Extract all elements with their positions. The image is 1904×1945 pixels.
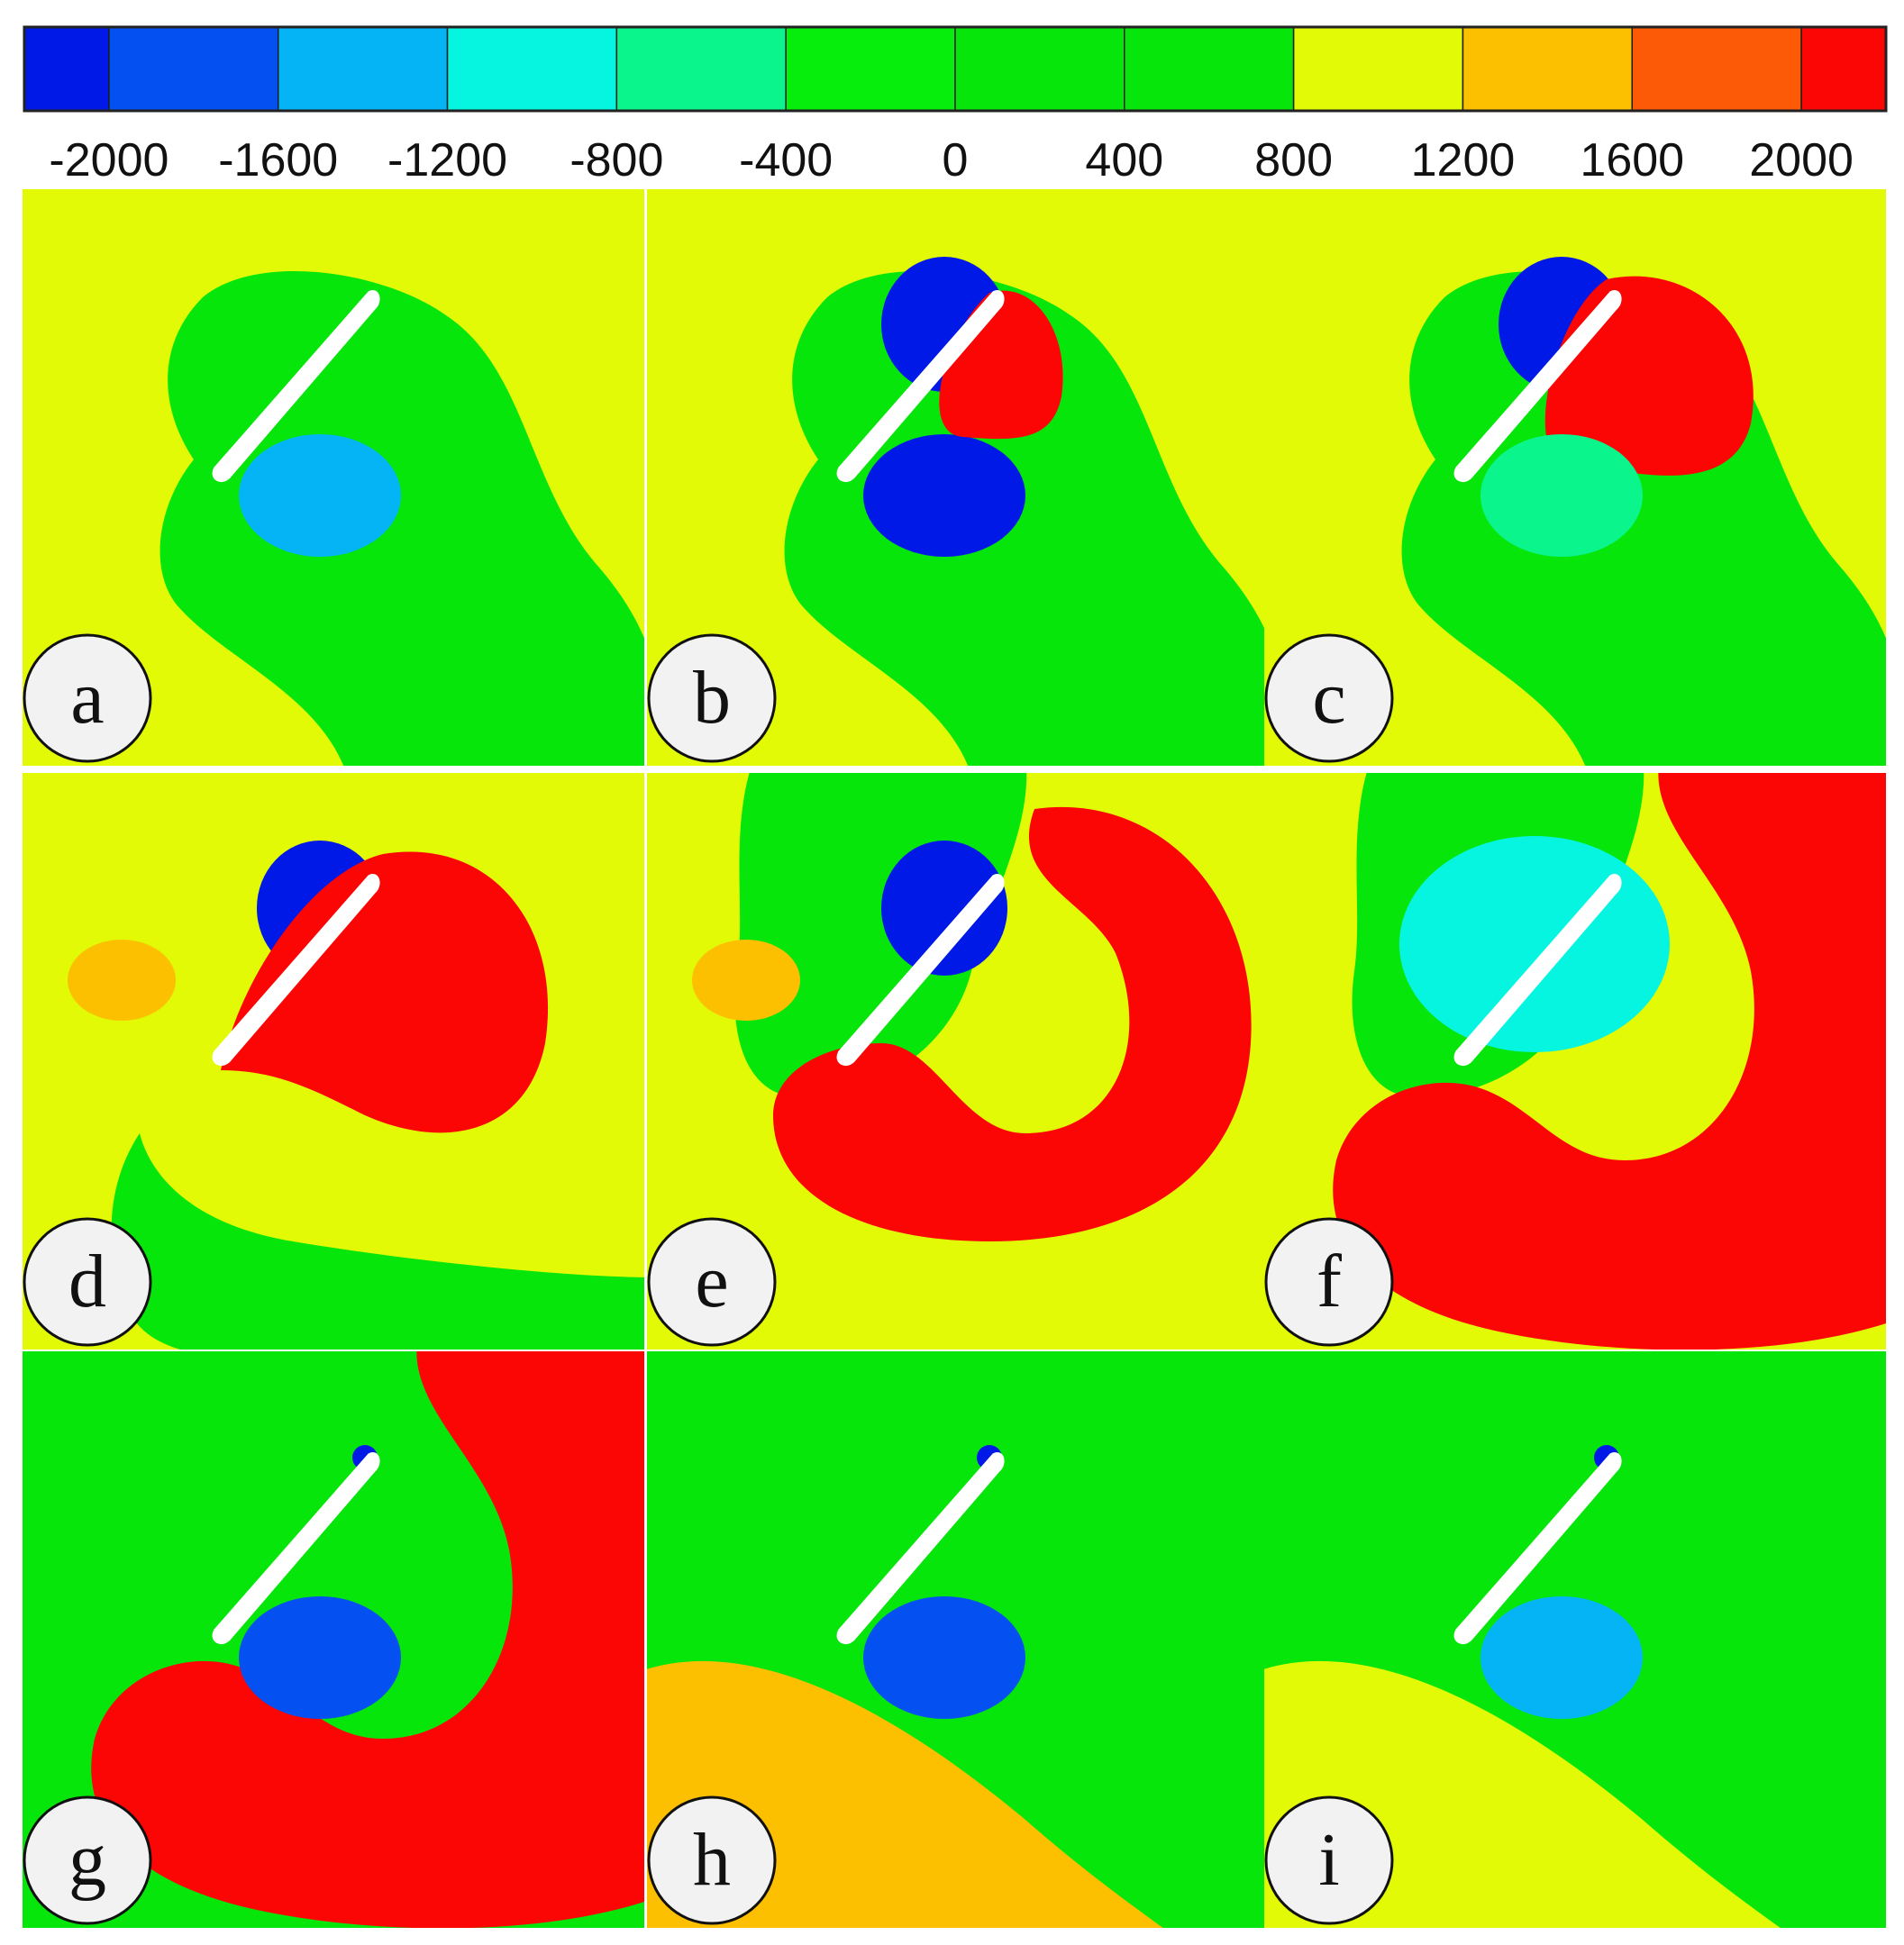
contour-region-vortex-below bbox=[239, 1596, 401, 1719]
contour-panel-e: e bbox=[647, 773, 1269, 1350]
panel-label: c bbox=[1312, 656, 1345, 740]
colorbar-tick-label: 1600 bbox=[1580, 134, 1684, 186]
contour-region-vortex-below bbox=[863, 434, 1025, 557]
panel-label: h bbox=[693, 1818, 731, 1902]
airfoil bbox=[212, 1452, 380, 1645]
colorbar-level-swatch bbox=[785, 26, 956, 112]
colorbar-level-swatch bbox=[1800, 26, 1887, 112]
colorbar-level-swatch bbox=[108, 26, 279, 112]
panel-label-badge bbox=[1264, 633, 1394, 763]
colorbar-tick-label: -2000 bbox=[49, 134, 169, 186]
colorbar-level-swatch bbox=[446, 26, 618, 112]
contour-panel-h: h bbox=[647, 1351, 1269, 1928]
contour-panel-i: i bbox=[1264, 1351, 1886, 1928]
contour-panel-b: b bbox=[647, 189, 1269, 766]
airfoil bbox=[836, 290, 1005, 483]
airfoil bbox=[1453, 874, 1622, 1067]
colorbar-tick-label: 0 bbox=[943, 134, 969, 186]
colorbar-tick-label: 2000 bbox=[1749, 134, 1854, 186]
panel-label: a bbox=[70, 656, 104, 740]
colorbar: -2000 -1600 -1200 -800 -400 0 400 800 12… bbox=[23, 25, 1888, 186]
panel-label-badge bbox=[23, 1795, 152, 1925]
colorbar-levels bbox=[23, 26, 1887, 112]
colorbar-frame bbox=[23, 25, 1888, 113]
panel-label-badge bbox=[647, 1795, 777, 1925]
contour-region-pressure-crescent bbox=[773, 806, 1252, 1241]
colorbar-tick-label: 400 bbox=[1085, 134, 1163, 186]
contour-panel-c: c bbox=[1264, 189, 1886, 766]
colorbar-level-swatch bbox=[1292, 26, 1464, 112]
airfoil bbox=[836, 1452, 1005, 1645]
contour-region-vortex-above bbox=[881, 841, 1007, 976]
colorbar-tick-label: -1200 bbox=[387, 134, 507, 186]
contour-panels: a b c d e f g h i bbox=[23, 189, 1886, 1928]
contour-region-vortex-below bbox=[863, 1596, 1025, 1719]
contour-panel-d: d bbox=[23, 773, 644, 1350]
panel-label: g bbox=[68, 1818, 106, 1902]
contour-region-vortex-below bbox=[1480, 1596, 1643, 1719]
airfoil bbox=[212, 874, 380, 1067]
colorbar-level-swatch bbox=[1462, 26, 1634, 112]
contour-panel-a: a bbox=[23, 189, 644, 766]
contour-region-pressure-crescent bbox=[91, 1351, 644, 1928]
contour-region-side-blob bbox=[692, 940, 800, 1021]
airfoil bbox=[1453, 1452, 1622, 1645]
panel-label-badge bbox=[23, 1217, 152, 1347]
colorbar-tick-label: 1200 bbox=[1411, 134, 1516, 186]
contour-field bbox=[647, 773, 1269, 1350]
panel-label: f bbox=[1316, 1240, 1342, 1323]
contour-region-side-blob bbox=[68, 940, 176, 1021]
colorbar-tick-label: -400 bbox=[739, 134, 833, 186]
colorbar-level-swatch bbox=[23, 26, 110, 112]
airfoil bbox=[212, 290, 380, 483]
contour-region-diffuse-vortex bbox=[1399, 836, 1670, 1052]
airfoil bbox=[1453, 290, 1622, 483]
colorbar-level-swatch bbox=[1124, 26, 1295, 112]
colorbar-tick-label: -1600 bbox=[218, 134, 338, 186]
colorbar-tick-labels: -2000 -1600 -1200 -800 -400 0 400 800 12… bbox=[49, 134, 1854, 186]
panel-label-badge bbox=[1264, 1217, 1394, 1347]
airfoil bbox=[836, 874, 1005, 1067]
contour-region-pressure-lobe bbox=[221, 851, 549, 1133]
contour-panel-g: g bbox=[23, 1351, 644, 1928]
panel-label-badge bbox=[23, 633, 152, 763]
contour-region-plume-lower bbox=[111, 1133, 644, 1350]
colorbar-tick-label: 800 bbox=[1254, 134, 1333, 186]
contour-panel-f: f bbox=[1264, 773, 1886, 1350]
colorbar-level-swatch bbox=[1631, 26, 1802, 112]
panel-label-badge bbox=[647, 633, 777, 763]
panel-label: e bbox=[695, 1240, 728, 1323]
contour-region-vortex-below bbox=[1480, 434, 1643, 557]
panel-label-badge bbox=[1264, 1795, 1394, 1925]
colorbar-level-swatch bbox=[615, 26, 787, 112]
panel-label: d bbox=[68, 1240, 106, 1323]
panel-label-badge bbox=[647, 1217, 777, 1347]
colorbar-level-swatch bbox=[954, 26, 1125, 112]
contour-region-pressure-crescent bbox=[1333, 773, 1886, 1350]
contour-region-vortex-below bbox=[239, 434, 401, 557]
panel-label: i bbox=[1318, 1818, 1339, 1902]
panel-label: b bbox=[693, 656, 731, 740]
colorbar-level-swatch bbox=[277, 26, 449, 112]
colorbar-tick-label: -800 bbox=[569, 134, 663, 186]
